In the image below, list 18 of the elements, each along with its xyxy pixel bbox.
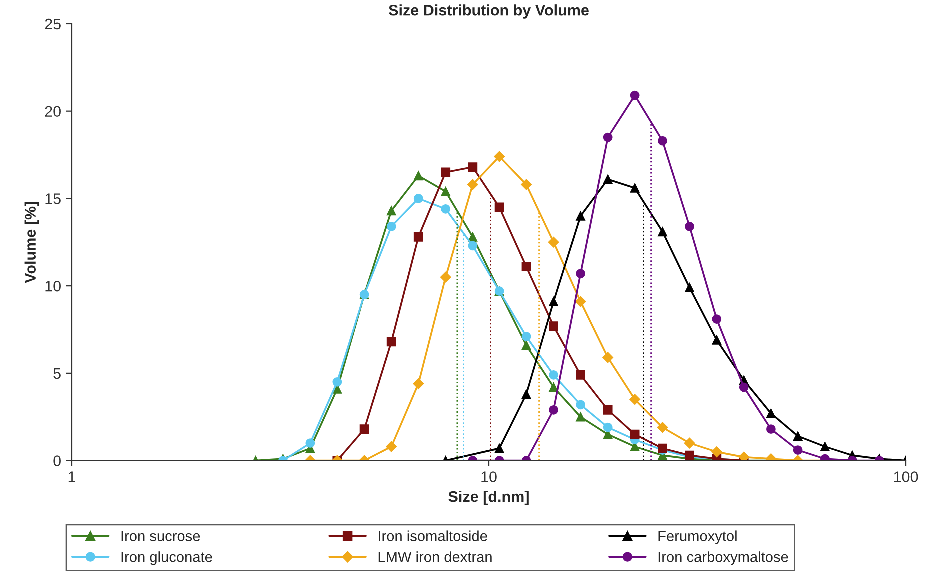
x-tick-label: 10	[482, 472, 497, 482]
y-tick-label: 20	[45, 106, 61, 118]
x-axis-title: Size [d.nm]	[448, 491, 529, 506]
x-tick-label: 1	[68, 472, 76, 482]
legend-label: Iron gluconate	[122, 552, 212, 566]
legend-label: Iron sucrose	[122, 531, 200, 542]
x-tick-label: 100	[894, 472, 918, 482]
legend-label: LMW iron dextran	[378, 552, 492, 562]
chart-title: Size Distribution by Volume	[389, 4, 589, 19]
legend-label: Ferumoxytol	[658, 530, 737, 544]
legend-label: Iron isomaltoside	[379, 530, 488, 542]
y-tick-label: 15	[46, 194, 61, 204]
legend-label: Iron carboxymaltose	[658, 552, 788, 566]
y-tick-label: 0	[54, 456, 61, 466]
y-tick-label: 5	[54, 368, 61, 380]
y-axis-title: Volume [%]	[24, 202, 40, 284]
y-tick-label: 25	[45, 18, 61, 30]
y-tick-label: 10	[46, 280, 61, 292]
